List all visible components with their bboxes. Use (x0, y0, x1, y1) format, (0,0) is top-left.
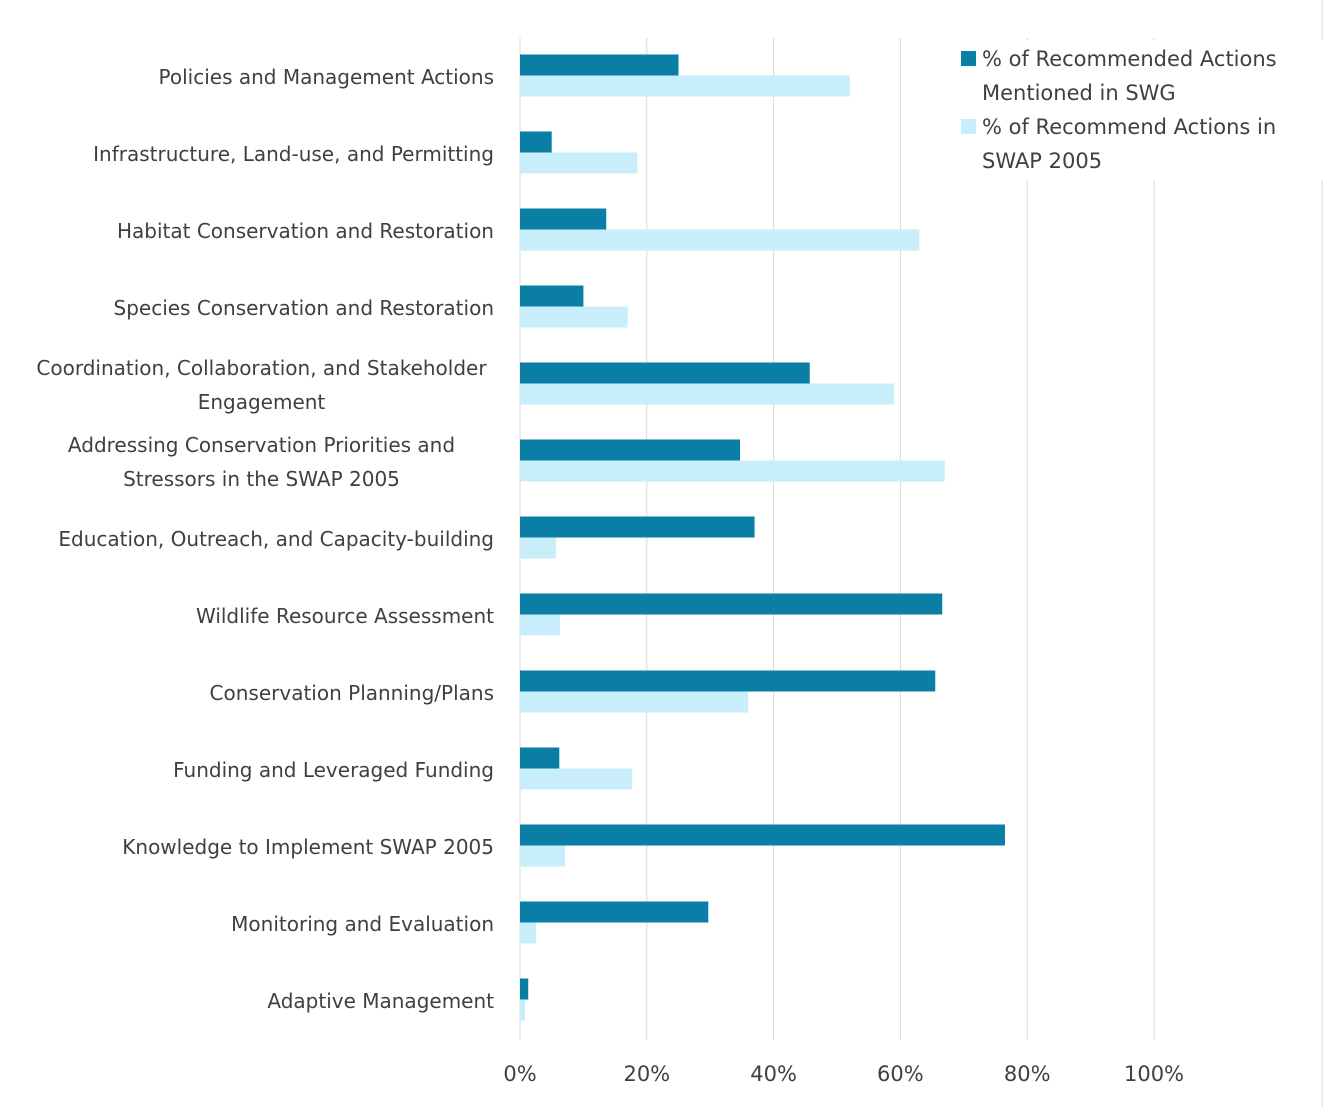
x-tick-label: 20% (623, 1062, 671, 1086)
y-tick-label: Infrastructure, Land-use, and Permitting (93, 141, 494, 166)
bar (520, 208, 607, 230)
x-tick-label: 60% (877, 1062, 924, 1086)
bar (520, 614, 560, 636)
bar (520, 229, 920, 251)
bar (520, 362, 810, 384)
legend-swatch (961, 51, 976, 66)
y-tick-label: Addressing Conservation Priorities and S… (67, 432, 456, 491)
bar (520, 131, 552, 153)
y-tick-label: Habitat Conservation and Restoration (116, 218, 494, 243)
y-tick-label: Education, Outreach, and Capacity-buildi… (58, 526, 494, 551)
y-tick-label: Conservation Planning/Plans (209, 680, 494, 705)
legend-label: % of Recommend Actions in SWAP 2005 (982, 115, 1277, 173)
bar (520, 593, 943, 615)
bar (520, 670, 936, 692)
x-tick-label: 40% (750, 1062, 797, 1086)
x-tick-label: 0% (503, 1062, 537, 1086)
bar (520, 54, 679, 76)
bar (520, 285, 584, 307)
bar (520, 516, 755, 538)
x-tick-label: 100% (1123, 1062, 1185, 1086)
legend-item: % of Recommend Actions in SWAP 2005 (959, 110, 1319, 178)
bar (520, 460, 945, 482)
bar (520, 537, 557, 559)
bar (520, 747, 560, 769)
bar (520, 901, 709, 923)
bar (520, 922, 536, 944)
bar (520, 306, 628, 328)
y-tick-label: Coordination, Collaboration, and Stakeho… (36, 355, 487, 414)
y-tick-label: Funding and Leveraged Funding (173, 757, 494, 782)
bar (520, 691, 749, 713)
y-tick-label: Policies and Management Actions (158, 64, 494, 89)
legend: % of Recommended Actions Mentioned in SW… (955, 40, 1323, 180)
bar (520, 152, 638, 174)
y-tick-label: Wildlife Resource Assessment (195, 603, 494, 628)
y-tick-label: Knowledge to Implement SWAP 2005 (122, 834, 494, 859)
y-tick-label: Adaptive Management (267, 988, 494, 1013)
bar (520, 824, 1006, 846)
bar (520, 75, 850, 97)
bar (520, 768, 633, 790)
bar (520, 978, 529, 1000)
grid (519, 38, 1155, 1040)
bar (520, 999, 526, 1021)
bar (520, 845, 566, 867)
legend-label: % of Recommended Actions Mentioned in SW… (982, 47, 1277, 105)
bar (520, 439, 740, 461)
y-tick-label: Species Conservation and Restoration (113, 295, 495, 320)
legend-item: % of Recommended Actions Mentioned in SW… (959, 42, 1319, 110)
x-tick-label: 80% (1003, 1062, 1051, 1086)
legend-swatch (961, 119, 976, 134)
bar (520, 383, 895, 405)
y-tick-label: Monitoring and Evaluation (231, 911, 494, 936)
